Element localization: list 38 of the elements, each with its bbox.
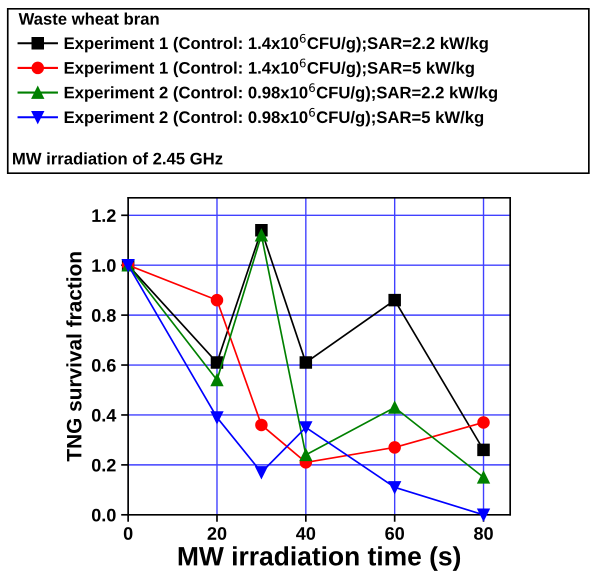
x-tick-label: 0: [124, 527, 132, 540]
y-tick-label: 0.8: [92, 309, 116, 322]
text: MW irradiation of 2.45 GHz: [13, 152, 222, 165]
legend-label: Experiment 1 (Control: 1.4x10$^{6}$CFU/g);SAR=2.2 kW/kg: [64, 34, 488, 52]
point: [300, 421, 312, 434]
point: [477, 444, 490, 456]
x-tick-label: 20: [208, 527, 226, 540]
point: [388, 441, 401, 454]
point: [255, 466, 268, 479]
point: [388, 401, 401, 414]
point: [300, 356, 312, 369]
y-tick-label: 0.0: [92, 508, 116, 522]
legend-title: Waste wheat bran: [18, 12, 159, 25]
point: [477, 508, 490, 522]
y-tick-label: 0.6: [92, 358, 116, 372]
point: [255, 229, 268, 242]
point: [388, 481, 401, 494]
legend-label: Experiment 2 (Control: 0.98x10$^{6}$CFU/g);SAR=5 kW/kg: [64, 108, 484, 126]
point: [210, 356, 224, 369]
point: [477, 471, 490, 484]
y-tick-label: 0.2: [92, 458, 116, 472]
point: [477, 416, 490, 429]
x-tick-label: 60: [385, 527, 404, 540]
point: [210, 294, 224, 306]
point: [210, 374, 224, 386]
y-tick-label: 1.0: [92, 259, 116, 272]
point: [210, 411, 224, 424]
y-tick-label: 0.4: [92, 408, 116, 422]
point: [300, 448, 312, 462]
legend-label: Experiment 2 (Control: 0.98x10$^{6}$CFU/g);SAR=2.2 kW/kg: [64, 83, 497, 102]
x-tick-label: 80: [474, 527, 493, 540]
x-axis-title: MW irradiation time (s): [178, 546, 460, 571]
point: [388, 294, 401, 306]
y-axis-title: TNG survival fraction: [66, 252, 82, 462]
point: [255, 418, 268, 432]
x-tick-label: 40: [296, 527, 316, 540]
y-tick-label: 1.2: [92, 209, 116, 222]
legend-label: Experiment 1 (Control: 1.4x10$^{6}$CFU/g);SAR=5 kW/kg: [64, 58, 474, 78]
